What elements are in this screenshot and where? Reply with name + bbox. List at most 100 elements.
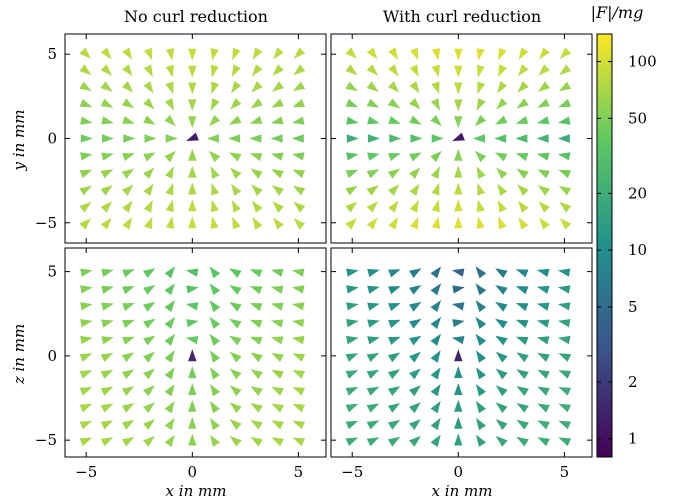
quiver-arrow — [495, 368, 508, 380]
quiver-arrow — [451, 336, 465, 345]
quiver-arrow — [292, 98, 305, 108]
colorbar-tick-label: 100 — [628, 53, 657, 71]
quiver-arrow — [451, 302, 465, 311]
quiver-arrow — [165, 81, 174, 95]
quiver-arrow — [476, 166, 486, 179]
quiver-arrow — [143, 402, 155, 414]
quiver-arrow — [346, 116, 359, 125]
quiver-arrow — [143, 115, 156, 125]
colorbar-tick-label: 1 — [628, 430, 638, 448]
y-tick-label: 0 — [47, 347, 57, 365]
quiver-arrow — [164, 367, 175, 380]
colorbar-tick-label: 20 — [628, 184, 647, 202]
quiver-arrow — [143, 81, 154, 94]
quiver-arrow — [387, 352, 401, 363]
quiver-arrow — [271, 386, 284, 396]
quiver-arrow — [454, 349, 463, 362]
quiver-arrow — [210, 367, 220, 380]
quiver-arrow — [389, 134, 402, 143]
quiver-arrow — [454, 48, 463, 61]
quiver-arrow — [229, 285, 242, 295]
quiver-arrow — [409, 301, 422, 312]
quiver-arrow — [410, 134, 423, 143]
quiver-arrow — [100, 64, 113, 76]
quiver-arrow — [539, 47, 550, 60]
quiver-arrow — [100, 420, 114, 430]
quiver-arrow — [143, 318, 156, 329]
col-title-left: No curl reduction — [124, 7, 268, 26]
quiver-arrow — [387, 369, 401, 380]
quiver-arrow — [143, 351, 155, 363]
quiver-arrow — [292, 370, 305, 379]
colorbar: 1 2 5 10 20 50 100 — [596, 33, 657, 458]
quiver-arrow — [454, 199, 463, 212]
quiver-arrow — [100, 369, 114, 379]
quiver-arrow — [102, 134, 114, 143]
quiver-arrow — [409, 64, 419, 77]
quiver-arrow — [252, 47, 263, 60]
quiver-arrow — [143, 435, 155, 447]
quiver-arrow — [164, 400, 175, 414]
quiver-arrow — [121, 386, 135, 396]
quiver-arrow — [430, 266, 442, 279]
quiver-arrow — [210, 434, 220, 447]
quiver-arrow — [186, 132, 199, 141]
quiver-arrow — [366, 437, 380, 447]
quiver-arrow — [498, 216, 507, 230]
quiver-arrow — [292, 169, 305, 179]
quiver-arrow — [515, 336, 529, 345]
quiver-arrow — [292, 420, 305, 430]
quiver-arrow — [291, 116, 305, 125]
quiver-arrow — [409, 402, 421, 414]
quiver-arrow — [539, 217, 550, 230]
quiver-arrow — [494, 152, 508, 162]
quiver-arrow — [558, 169, 571, 179]
quiver-arrow — [454, 433, 463, 446]
quiver-arrow — [229, 301, 242, 312]
quiver-arrow — [122, 64, 133, 77]
quiver-arrow — [79, 437, 93, 447]
quiver-arrow — [345, 169, 359, 179]
quiver-arrow — [80, 335, 93, 345]
quiver-arrow — [293, 201, 306, 213]
quiver-arrow — [143, 64, 153, 77]
quiver-arrow — [210, 384, 220, 397]
quiver-arrow — [229, 435, 242, 447]
quiver-arrow — [367, 319, 380, 328]
quiver-arrow — [188, 349, 197, 362]
quiver-arrow — [536, 116, 550, 125]
quiver-arrow — [430, 434, 441, 447]
quiver-arrow — [537, 386, 550, 396]
quiver-arrow — [536, 319, 550, 328]
quiver-arrow — [346, 285, 359, 294]
quiver-arrow — [409, 385, 421, 397]
quiver-arrow — [210, 98, 220, 111]
quiver-arrow — [518, 200, 529, 213]
quiver-arrow — [293, 47, 306, 59]
quiver-arrow — [251, 81, 263, 93]
quiver-arrow — [476, 367, 486, 380]
quiver-arrow — [345, 403, 359, 413]
quiver-arrow — [270, 268, 284, 277]
quiver-arrow — [454, 165, 463, 178]
quiver-arrow — [495, 268, 508, 278]
quiver-arrow — [431, 81, 440, 95]
quiver-arrow — [494, 115, 508, 125]
quiver-arrow — [495, 435, 508, 447]
quiver-arrow — [188, 82, 197, 95]
quiver-arrow — [431, 182, 440, 196]
quiver-arrow — [100, 185, 113, 196]
quiver-arrow — [121, 168, 135, 179]
quiver-arrow — [188, 199, 197, 212]
quiver-arrow — [515, 269, 529, 278]
x-tick-label: 0 — [454, 463, 464, 481]
quiver-arrow — [249, 134, 262, 143]
quiver-arrow — [101, 268, 114, 277]
quiver-arrow — [346, 302, 359, 311]
quiver-arrow — [496, 98, 508, 110]
quiver-arrow — [409, 285, 422, 295]
quiver-arrow — [345, 81, 358, 92]
quiver-arrow — [387, 386, 401, 396]
quiver-arrow — [388, 336, 401, 345]
panel-0-0: −5 0 5 — [35, 33, 327, 244]
